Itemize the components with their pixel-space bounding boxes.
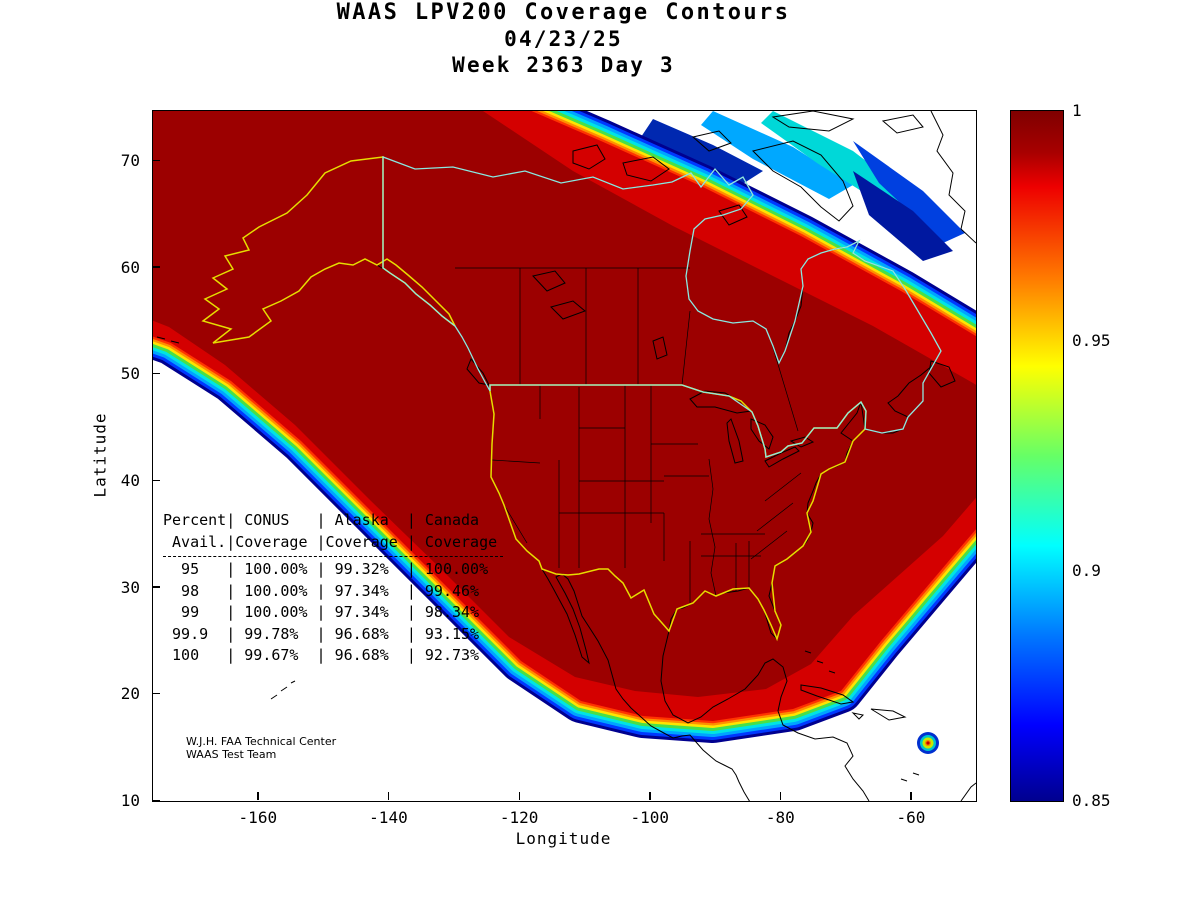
coastline-islands (156, 111, 976, 801)
coverage-table-row: 95 | 100.00% | 99.32% | 100.00% (163, 560, 489, 578)
coverage-table: Percent| CONUS | Alaska | Canada Avail.|… (163, 510, 503, 667)
arctic-coverage-patches (641, 111, 965, 261)
credit-line-1: W.J.H. FAA Technical Center (186, 735, 337, 748)
x-tick-mark (257, 792, 259, 800)
plot-area: Percent| CONUS | Alaska | Canada Avail.|… (152, 110, 977, 802)
x-tick-mark (779, 792, 782, 800)
x-tick-label: -80 (765, 808, 795, 827)
coverage-table-row: 99 | 100.00% | 97.34% | 98.34% (163, 603, 480, 621)
chart-date: 04/23/25 (504, 27, 623, 51)
coverage-table-header-line: Percent| CONUS | Alaska | Canada (163, 511, 480, 529)
y-tick-mark (152, 479, 160, 482)
x-axis-label: Longitude (515, 829, 612, 848)
y-tick-label: 20 (120, 684, 140, 704)
y-tick-label: 30 (120, 577, 140, 597)
y-tick-mark (152, 372, 160, 375)
y-tick-mark (152, 692, 160, 695)
island-coverage-rings (917, 732, 939, 754)
coverage-contour (153, 111, 976, 721)
y-tick-mark (152, 799, 160, 801)
coverage-table-row: 100 | 99.67% | 96.68% | 92.73% (163, 646, 480, 664)
coverage-table-separator (163, 556, 503, 557)
y-tick-mark (152, 159, 160, 162)
x-tick-mark (649, 792, 651, 800)
contour-map-svg (153, 111, 976, 801)
contour-core-darkred (153, 111, 976, 697)
colorbar-gradient (1010, 110, 1064, 802)
y-tick-label: 50 (120, 364, 140, 384)
coverage-table-header-line: Avail.|Coverage |Coverage | Coverage (163, 532, 498, 551)
x-tick-mark (910, 792, 912, 800)
us-state-borders (491, 385, 802, 603)
title-block: WAAS LPV200 Coverage Contours 04/23/25 W… (152, 0, 975, 78)
colorbar-tick-label: 1 (1072, 101, 1082, 120)
canada-province-borders (455, 267, 799, 432)
x-tick-label: -140 (369, 808, 408, 827)
x-tick-label: -60 (896, 808, 926, 827)
coverage-table-row: 98 | 100.00% | 97.34% | 99.46% (163, 581, 480, 600)
chart-week-day: Week 2363 Day 3 (452, 53, 675, 77)
canada-boundary-outline (382, 156, 942, 458)
credit-line-2: WAAS Test Team (186, 748, 277, 761)
y-tick-label: 60 (120, 257, 140, 277)
credit-text: W.J.H. FAA Technical Center WAAS Test Te… (186, 735, 336, 761)
y-tick-mark (152, 266, 160, 268)
x-tick-label: -160 (238, 808, 278, 827)
x-tick-label: -100 (630, 808, 669, 827)
colorbar-tick-label: 0.85 (1072, 791, 1111, 810)
chart-title: WAAS LPV200 Coverage Contours (336, 0, 791, 25)
y-tick-label: 40 (120, 471, 140, 491)
colorbar-tick-label: 0.95 (1072, 331, 1111, 350)
coverage-table-row: 99.9 | 99.78% | 96.68% | 93.15% (163, 624, 480, 643)
colorbar-tick-label: 0.9 (1072, 561, 1101, 580)
y-tick-label: 70 (120, 151, 140, 171)
x-tick-mark (518, 792, 521, 800)
y-tick-label: 10 (120, 791, 140, 810)
x-tick-mark (387, 792, 390, 800)
y-tick-mark (152, 586, 160, 588)
x-tick-label: -120 (499, 808, 539, 827)
